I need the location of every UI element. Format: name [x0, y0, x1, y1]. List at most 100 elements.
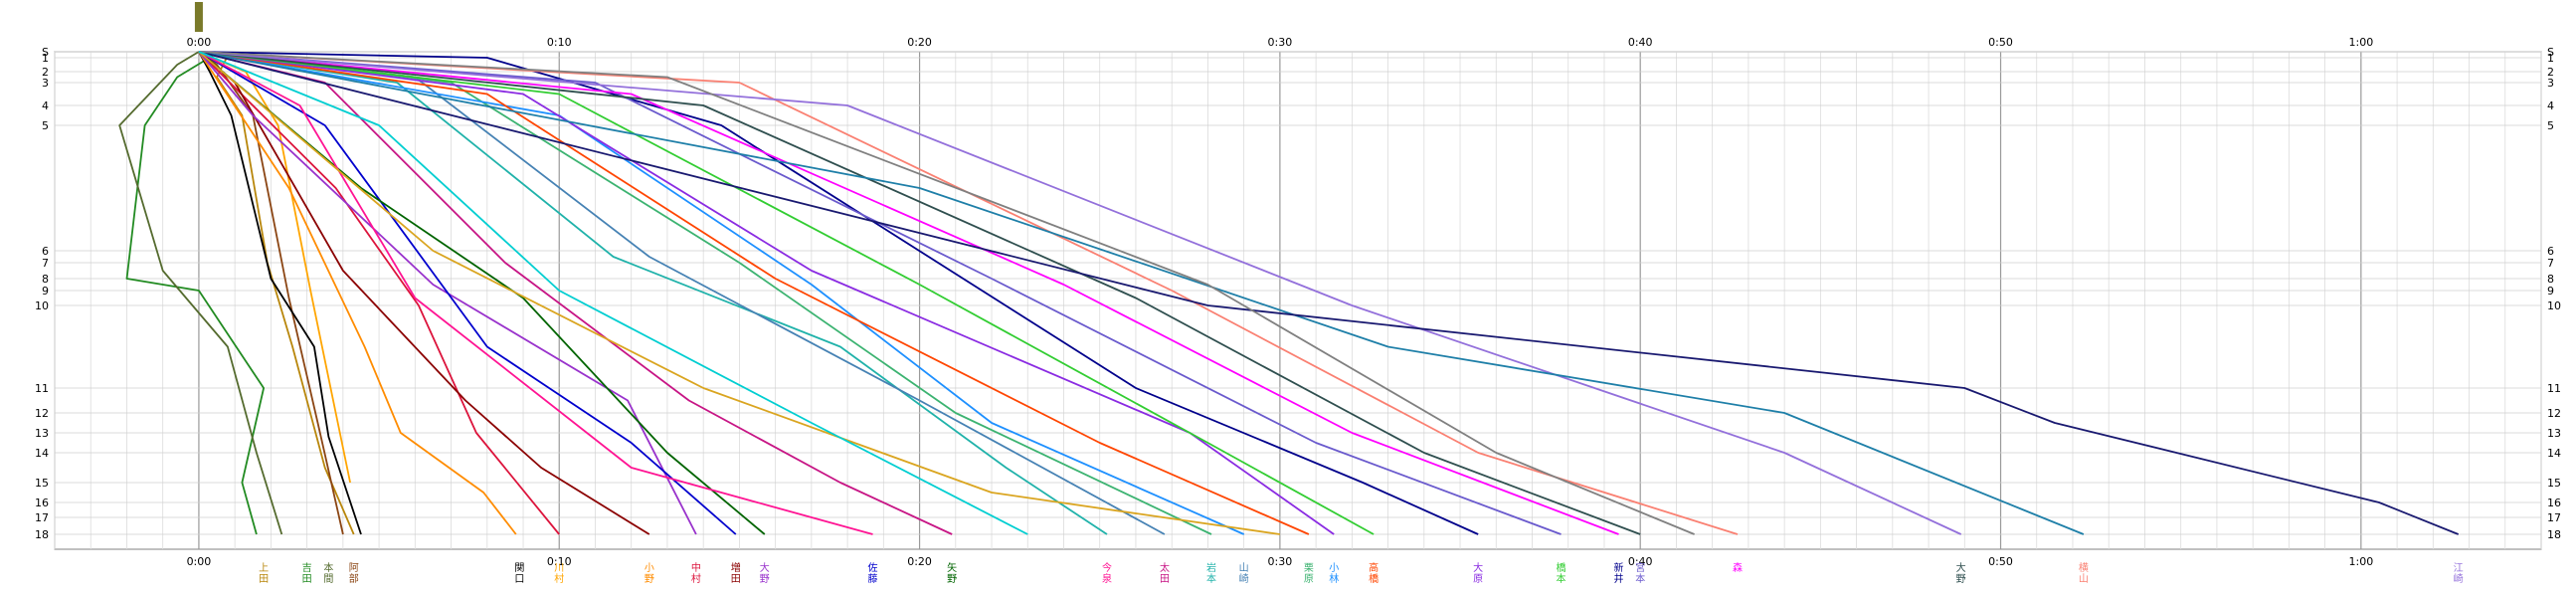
x-tick-label-top: 1:00	[2348, 36, 2373, 49]
runner-label: 増田	[731, 561, 741, 585]
series-line-2	[125, 51, 266, 535]
runner-label: 宮本	[1635, 561, 1645, 585]
runner-label: 小林	[1329, 562, 1339, 585]
series-line-15	[198, 51, 1108, 535]
runner-label: 太田	[1160, 561, 1170, 585]
y-tick-label-right: 16	[2547, 497, 2561, 509]
series-line-18	[198, 51, 1245, 535]
series-line-26	[198, 51, 1739, 535]
y-tick-label-right: 8	[2547, 273, 2554, 286]
series-line-4	[198, 51, 344, 535]
series-line-21	[198, 51, 1375, 535]
y-tick-label-right: S	[2547, 46, 2554, 59]
runner-label: 森	[1733, 561, 1743, 574]
y-tick-label-right: 5	[2547, 119, 2554, 132]
x-tick-label-bottom: 0:10	[547, 555, 572, 568]
series-line-23	[198, 51, 1562, 535]
runner-label: 矢野	[947, 561, 957, 585]
y-tick-label-right: 13	[2547, 427, 2561, 440]
runner-label: 大野	[1956, 561, 1966, 585]
y-tick-label-left: 18	[35, 528, 49, 541]
plot-border	[54, 51, 2542, 550]
runner-label: 大野	[760, 561, 770, 585]
series-line-32	[198, 51, 1028, 535]
y-tick-label-left: 14	[35, 447, 49, 460]
y-tick-label-left: 5	[42, 119, 49, 132]
x-tick-label-top: 0:40	[1628, 36, 1653, 49]
runner-label: 今泉	[1102, 561, 1112, 585]
runner-label: 江崎	[2454, 562, 2464, 585]
series-line-28	[198, 51, 2085, 535]
runner-label: 吉田	[302, 562, 312, 585]
y-tick-label-right: 2	[2547, 66, 2554, 79]
runner-label: 橋本	[1556, 561, 1565, 585]
x-tick-label-bottom: 0:00	[187, 555, 212, 568]
label-layer: 上田吉田本間阿部関口川村小野中村増田大野佐藤矢野今泉太田岩本山崎栗原小林高橋大原…	[259, 561, 2464, 585]
runner-label: 大原	[1473, 561, 1483, 585]
x-tick-label-bottom: 0:50	[1988, 555, 2013, 568]
y-tick-label-right: 14	[2547, 447, 2561, 460]
y-tick-label-right: 15	[2547, 477, 2561, 490]
y-tick-label-left: 2	[42, 66, 49, 79]
y-tick-label-right: 11	[2547, 382, 2561, 395]
runner-label: 本間	[323, 561, 333, 585]
y-tick-label-left: 13	[35, 427, 49, 440]
axis-layer: 0:00 0:00 0:10 0:10 0:20 0:20 0:30 0:30 0:40 0:40…	[35, 2, 2561, 568]
runner-label: 横山	[2079, 561, 2089, 585]
x-tick-label-bottom: 0:40	[1628, 555, 1653, 568]
y-tick-label-right: 10	[2547, 299, 2561, 312]
y-tick-label-left: 3	[42, 77, 49, 90]
runner-label: 上田	[259, 562, 269, 585]
series-line-13	[198, 51, 873, 535]
series-line-24	[198, 51, 1619, 535]
x-tick-label-bottom: 1:00	[2348, 555, 2373, 568]
runner-label: 阿部	[349, 562, 359, 585]
runner-label: 小野	[644, 562, 654, 585]
y-tick-label-left: 17	[35, 511, 49, 524]
y-tick-label-right: 7	[2547, 257, 2554, 270]
series-line-11	[198, 51, 737, 535]
runner-label: 中村	[691, 561, 701, 585]
series-line-10	[198, 51, 697, 535]
series-line-19	[198, 51, 1310, 535]
x-tick-label-top: 0:50	[1988, 36, 2013, 49]
y-tick-label-left: 16	[35, 497, 49, 509]
x-tick-label-top: 0:30	[1268, 36, 1293, 49]
x-tick-label-top: 0:10	[547, 36, 572, 49]
x-tick-label-top: 0:20	[907, 36, 932, 49]
series-line-8	[198, 51, 560, 535]
series-line-25	[198, 51, 1641, 535]
y-tick-label-right: 4	[2547, 100, 2554, 112]
series-line-20	[198, 51, 1335, 535]
series-line-22	[198, 51, 1479, 535]
series-line-3	[118, 51, 283, 535]
y-tick-label-left: 12	[35, 407, 49, 420]
series-layer	[118, 51, 2460, 535]
y-tick-label-right: 18	[2547, 528, 2561, 541]
y-tick-label-left: 8	[42, 273, 49, 286]
y-tick-label-left: 6	[42, 245, 49, 258]
runner-label: 岩本	[1206, 561, 1216, 585]
runner-label: 高橋	[1369, 561, 1379, 585]
x-tick-label-bottom: 0:30	[1268, 555, 1293, 568]
y-tick-label-left: 11	[35, 382, 49, 395]
y-tick-label-right: 3	[2547, 77, 2554, 90]
y-tick-label-left: 4	[42, 100, 49, 112]
y-tick-label-left: 9	[42, 285, 49, 298]
y-tick-label-left: S	[42, 46, 49, 59]
x-tick-label-bottom: 0:20	[907, 555, 932, 568]
series-line-27	[198, 51, 1962, 535]
runner-label: 関口	[514, 562, 524, 585]
y-tick-label-right: 1	[2547, 52, 2554, 65]
series-line-29	[198, 51, 2460, 535]
y-tick-label-left: 1	[42, 52, 49, 65]
start-marker	[194, 2, 203, 32]
runner-label: 川村	[554, 563, 564, 585]
grid-layer	[54, 51, 2542, 550]
runner-label: 新井	[1613, 561, 1623, 585]
runner-label: 佐藤	[867, 562, 877, 585]
y-tick-label-right: 9	[2547, 285, 2554, 298]
y-tick-label-right: 17	[2547, 511, 2561, 524]
y-tick-label-right: 12	[2547, 407, 2561, 420]
series-line-31	[198, 51, 1281, 535]
